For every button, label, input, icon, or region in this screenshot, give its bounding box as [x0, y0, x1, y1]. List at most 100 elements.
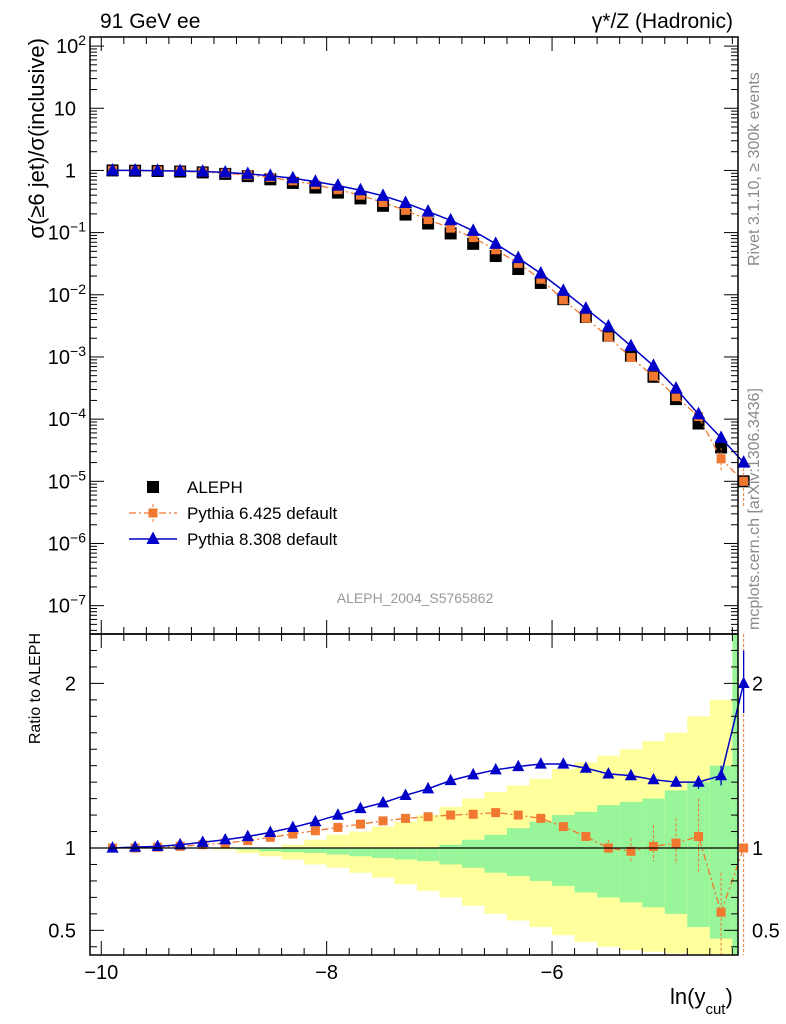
- ratio-pythia8-point: [715, 768, 728, 781]
- ratio-pythia6-point: [648, 841, 658, 851]
- ratio-pythia6-point: [491, 808, 501, 818]
- ratio-pythia8-point: [557, 757, 570, 769]
- ratio-y-axis-label: Ratio to ALEPH: [27, 633, 44, 744]
- band-inner: [732, 634, 738, 955]
- pythia6-point: [536, 274, 546, 284]
- y-tick-label: 10−7: [48, 592, 86, 618]
- y-tick-label: 10: [54, 98, 76, 120]
- band-inner: [484, 834, 507, 873]
- ratio-pythia8-point: [106, 841, 119, 853]
- x-tick-label: −10: [84, 962, 118, 984]
- ratio-pythia6-point: [536, 813, 546, 823]
- ratio-pythia6-point: [423, 812, 433, 822]
- ratio-pythia8-point: [647, 772, 660, 785]
- ratio-frame: [89, 633, 739, 956]
- ratio-pythia6-point: [626, 846, 636, 856]
- band-inner: [664, 790, 688, 914]
- band-inner: [529, 821, 553, 881]
- band-inner: [371, 848, 395, 858]
- ratio-y-tick-label: 2: [65, 673, 76, 695]
- band-inner: [304, 848, 327, 853]
- band-inner: [349, 848, 372, 857]
- ratio-uncertainty-bands: [213, 634, 738, 955]
- pythia6-point: [671, 392, 681, 402]
- pythia8-point: [534, 266, 548, 279]
- ratio-pythia6-point: [581, 831, 591, 841]
- band-inner: [506, 828, 530, 876]
- ratio-pythia6-point: [694, 831, 704, 841]
- pythia8-point: [624, 338, 638, 352]
- ratio-pythia8-point: [669, 775, 683, 787]
- ratio-pythia8-point: [579, 761, 592, 773]
- ratio-pythia6-point: [671, 838, 681, 848]
- header-right: γ*/Z (Hadronic): [592, 10, 733, 33]
- pythia6-point: [468, 233, 478, 243]
- pythia8-point: [196, 164, 210, 177]
- y-tick-label: 10−2: [48, 281, 86, 307]
- ratio-pythia8-point: [264, 825, 277, 837]
- x-axis-label: ln(ycut): [670, 984, 733, 1018]
- ratio-pythia8-point: [489, 762, 502, 775]
- ratio-pythia8-point: [399, 788, 412, 800]
- ratio-pythia8-point: [444, 773, 457, 786]
- x-tick-label: −6: [541, 962, 564, 984]
- pythia8-point: [737, 455, 751, 468]
- y-tick-label: 10−3: [48, 343, 86, 369]
- ratio-y-tick-label: 0.5: [48, 920, 76, 942]
- ratio-pythia6-point: [716, 907, 726, 917]
- ratio-pythia6-point: [468, 809, 478, 819]
- y-tick-label: 102: [56, 32, 86, 58]
- ratio-pythia6-point: [401, 813, 411, 823]
- ratio-y-tick-label-right: 2: [752, 673, 763, 695]
- band-inner: [259, 848, 282, 852]
- ratio-pythia8-point: [602, 767, 615, 779]
- pythia8-point: [286, 170, 300, 184]
- pythia8-point: [421, 204, 435, 217]
- ratio-pythia8-point: [196, 835, 209, 847]
- rivet-version-label: Rivet 3.1.10, ≥ 300k events: [746, 72, 763, 266]
- band-inner: [236, 848, 260, 850]
- legend-label: Pythia 6.425 default: [187, 504, 338, 523]
- ratio-pythia6-point: [265, 832, 275, 842]
- analysis-watermark: ALEPH_2004_S5765862: [337, 590, 494, 606]
- pythia8-point: [466, 223, 480, 236]
- band-inner: [416, 848, 440, 862]
- pythia6-point: [491, 245, 501, 255]
- pythia8-point: [444, 212, 458, 226]
- ratio-pythia8-point: [422, 781, 435, 794]
- ratio-pythia6-point: [513, 810, 523, 820]
- band-inner: [461, 839, 485, 868]
- band-inner: [326, 848, 350, 855]
- legend-label: ALEPH: [187, 478, 243, 497]
- band-inner: [394, 848, 417, 860]
- legend-label: Pythia 8.308 default: [187, 530, 338, 549]
- ratio-pythia6-point: [288, 829, 298, 839]
- ratio-pythia8-point: [624, 768, 637, 781]
- pythia8-point: [308, 174, 322, 187]
- pythia8-point: [105, 162, 120, 176]
- ratio-pythia8-point: [376, 795, 390, 808]
- ratio-pythia6-point: [355, 819, 365, 829]
- aleph-point: [715, 441, 728, 454]
- ratio-y-tick-label-right: 0.5: [752, 920, 780, 942]
- ratio-pythia8-point: [219, 832, 232, 845]
- band-outer: [259, 848, 282, 857]
- ratio-pythia6-point: [378, 816, 388, 826]
- main-series: [105, 162, 751, 507]
- pythia8-point: [398, 195, 413, 208]
- band-inner: [574, 811, 598, 893]
- y-tick-label: 10−1: [48, 219, 86, 245]
- pythia6-point: [513, 258, 523, 268]
- ratio-y-tick-label: 1: [65, 838, 76, 860]
- pythia6-point: [581, 313, 591, 323]
- axes: [89, 36, 739, 956]
- pythia8-point: [691, 406, 706, 420]
- band-inner: [552, 815, 575, 886]
- pythia8-point: [173, 163, 187, 177]
- x-tick-label: −8: [315, 962, 338, 984]
- ratio-pythia6-point: [558, 822, 568, 832]
- ratio-pythia8-point: [331, 808, 344, 820]
- ratio-pythia6-point: [739, 843, 749, 853]
- mcplots-source-label: mcplots.cern.ch [arXiv:1306.3436]: [746, 388, 763, 630]
- ratio-pythia8-point: [241, 829, 254, 842]
